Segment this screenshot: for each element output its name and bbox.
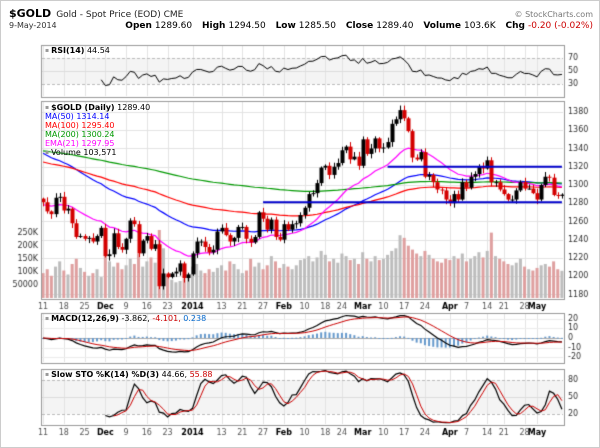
chart-canvas bbox=[1, 1, 599, 447]
stockcharts-gold-chart: $GOLD Gold - Spot Price (EOD) CME © Stoc… bbox=[0, 0, 600, 448]
